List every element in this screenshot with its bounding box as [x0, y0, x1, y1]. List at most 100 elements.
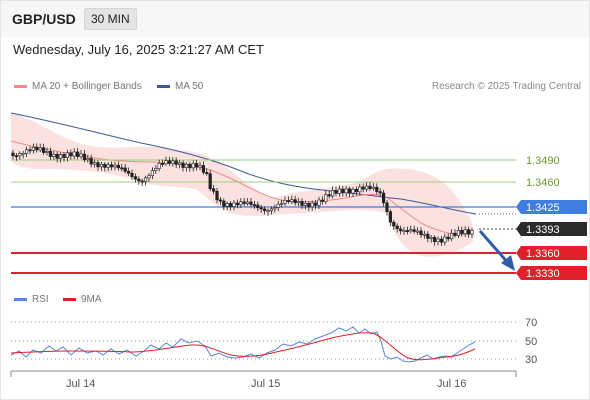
- candle-body: [246, 201, 250, 204]
- candle-body: [432, 237, 437, 242]
- candle-body: [402, 230, 406, 232]
- price-label-1-3490: 1.3490: [526, 155, 560, 167]
- candle-body: [62, 154, 66, 158]
- candle-body: [341, 188, 345, 194]
- candle-body: [422, 233, 427, 236]
- candlesticks: [11, 143, 474, 246]
- candle-body: [405, 230, 410, 232]
- candle-body: [174, 160, 178, 165]
- candle-body: [157, 163, 161, 169]
- rsi-label: RSI: [32, 294, 49, 305]
- candle-body: [381, 192, 386, 204]
- candle-body: [364, 185, 369, 190]
- candle-body: [235, 202, 240, 206]
- candle-body: [225, 203, 229, 207]
- candle-body: [28, 149, 32, 152]
- candle-body: [412, 229, 416, 232]
- candle-body: [443, 236, 447, 243]
- rsi-swatch: [14, 298, 27, 301]
- candle-body: [262, 208, 267, 211]
- candle-body: [466, 229, 471, 235]
- candle-body: [347, 188, 352, 194]
- legend-ma20: MA 20 + Bollinger Bands: [14, 81, 142, 92]
- candle-body: [378, 191, 382, 194]
- candle-body: [368, 185, 372, 189]
- candle-body: [249, 201, 253, 205]
- ma20-swatch: [14, 85, 27, 88]
- timestamp: Wednesday, July 16, 2025 3:21:27 AM CET: [13, 42, 264, 57]
- candle-body: [460, 230, 464, 234]
- price-label-1-3360: 1.3360: [516, 246, 587, 260]
- candle-body: [409, 229, 413, 232]
- bollinger-band: [11, 113, 474, 257]
- legend-rsi: RSI: [14, 294, 49, 305]
- candle-body: [76, 151, 80, 157]
- legend-ma50: MA 50: [157, 81, 203, 92]
- candle-body: [154, 168, 158, 171]
- candle-body: [171, 160, 175, 164]
- candle-body: [463, 229, 467, 234]
- candle-body: [330, 190, 335, 197]
- candle-body: [470, 230, 474, 235]
- candle-body: [106, 164, 110, 168]
- candle-body: [147, 175, 151, 179]
- candle-body: [178, 162, 182, 165]
- ma20-label: MA 20 + Bollinger Bands: [32, 81, 142, 92]
- candle-body: [415, 230, 420, 233]
- candle-body: [35, 146, 39, 151]
- candle-body: [453, 232, 457, 236]
- candle-body: [89, 158, 93, 165]
- candle-body: [215, 190, 219, 201]
- candle-body: [72, 151, 76, 157]
- candle-body: [140, 180, 144, 183]
- candle-body: [208, 173, 212, 190]
- candle-body: [334, 190, 338, 194]
- candle-body: [310, 202, 314, 208]
- candle-body: [395, 225, 399, 230]
- candle-body: [24, 149, 29, 154]
- candle-body: [133, 176, 138, 180]
- candle-body: [446, 236, 450, 240]
- candle-body: [167, 160, 172, 164]
- candle-body: [120, 167, 124, 170]
- candle-body: [96, 162, 100, 168]
- candle-body: [439, 238, 444, 243]
- symbol-title: GBP/USD: [12, 11, 76, 27]
- candle-body: [358, 186, 362, 193]
- price-text-1-3330: 1.3330: [526, 268, 560, 280]
- legend-rsi-ma: 9MA: [63, 294, 102, 305]
- candle-body: [144, 177, 148, 182]
- candle-body: [86, 158, 90, 161]
- price-text-1-3460: 1.3460: [526, 177, 560, 189]
- candle-body: [300, 201, 304, 206]
- rsi-ma-swatch: [63, 298, 76, 301]
- candle-body: [344, 188, 348, 194]
- price-text-1-3360: 1.3360: [526, 248, 560, 260]
- candle-body: [317, 199, 321, 206]
- candle-body: [303, 202, 308, 206]
- price-label-1-3460: 1.3460: [526, 177, 560, 189]
- x-tick-jul-14: Jul 14: [66, 378, 95, 390]
- candle-body: [259, 207, 263, 210]
- candle-body: [313, 202, 318, 206]
- candle-body: [65, 152, 69, 158]
- rsi-tick-50: 50: [525, 336, 537, 348]
- x-tick-jul-15: Jul 15: [251, 378, 280, 390]
- timeframe-button[interactable]: 30 MIN: [84, 8, 137, 30]
- candle-body: [130, 172, 134, 177]
- candle-body: [38, 147, 42, 151]
- candle-body: [58, 154, 63, 159]
- candle-body: [307, 202, 311, 208]
- candle-body: [456, 230, 461, 236]
- candle-body: [184, 163, 189, 168]
- candle-body: [375, 186, 379, 192]
- candle-body: [398, 228, 403, 232]
- candle-body: [41, 147, 46, 153]
- price-text-1-3393: 1.3393: [526, 224, 560, 236]
- price-text-1-3425: 1.3425: [526, 202, 560, 214]
- candle-body: [198, 165, 202, 168]
- candle-body: [429, 237, 433, 239]
- rsi-tick-70: 70: [525, 317, 537, 329]
- candle-body: [18, 153, 22, 157]
